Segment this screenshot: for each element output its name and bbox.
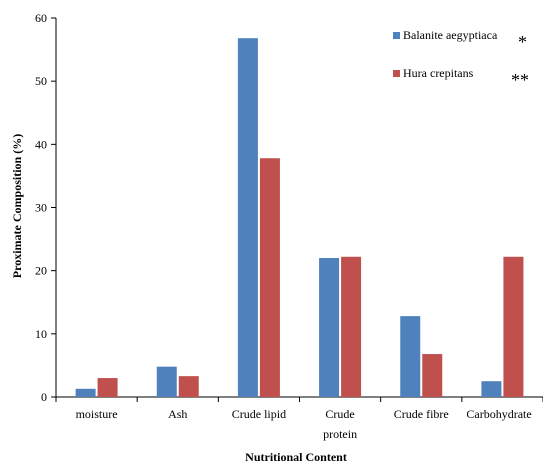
y-axis: 0 10 20 30 40 50 60 (35, 11, 57, 404)
legend-marker: ** (511, 70, 529, 90)
bar-balanite (75, 388, 96, 397)
legend: Balanite aegyptiaca * Hura crepitans ** (393, 28, 529, 90)
bar-hura (259, 158, 280, 397)
bar-balanite (319, 258, 340, 397)
bar-hura (97, 378, 118, 397)
legend-marker: * (518, 32, 527, 52)
bars (75, 38, 524, 398)
x-tick-label: Ash (168, 407, 187, 421)
bar-hura (341, 256, 362, 397)
bar-balanite (156, 366, 177, 397)
y-tick-label: 0 (41, 390, 47, 404)
x-tick-label: Crude lipid (232, 407, 286, 421)
y-tick-label: 60 (35, 11, 47, 25)
y-tick-label: 50 (35, 74, 47, 88)
legend-label: Hura crepitans (403, 66, 474, 80)
bar-balanite (237, 38, 258, 398)
x-tick-label: protein (323, 427, 357, 441)
x-tick-label: Crude (325, 407, 354, 421)
bar-hura (178, 376, 199, 397)
bar-hura (422, 354, 443, 397)
legend-swatch (393, 32, 400, 39)
x-tick-label: Carbohydrate (466, 407, 531, 421)
y-tick-label: 10 (35, 327, 47, 341)
bar-balanite (400, 316, 421, 397)
x-axis-title: Nutritional Content (245, 450, 347, 463)
x-tick-label: moisture (76, 407, 118, 421)
legend-swatch (393, 70, 400, 77)
y-tick-label: 40 (35, 137, 47, 151)
y-tick-label: 20 (35, 264, 47, 278)
legend-label: Balanite aegyptiaca (403, 28, 498, 42)
x-tick-label: Crude fibre (394, 407, 449, 421)
bar-hura (503, 256, 524, 397)
y-axis-title: Proximate Composition (%) (10, 134, 24, 278)
x-axis: moisture Ash Crude lipid Crude protein Crude … (55, 396, 543, 441)
bar-balanite (481, 381, 502, 397)
y-tick-label: 30 (35, 201, 47, 215)
